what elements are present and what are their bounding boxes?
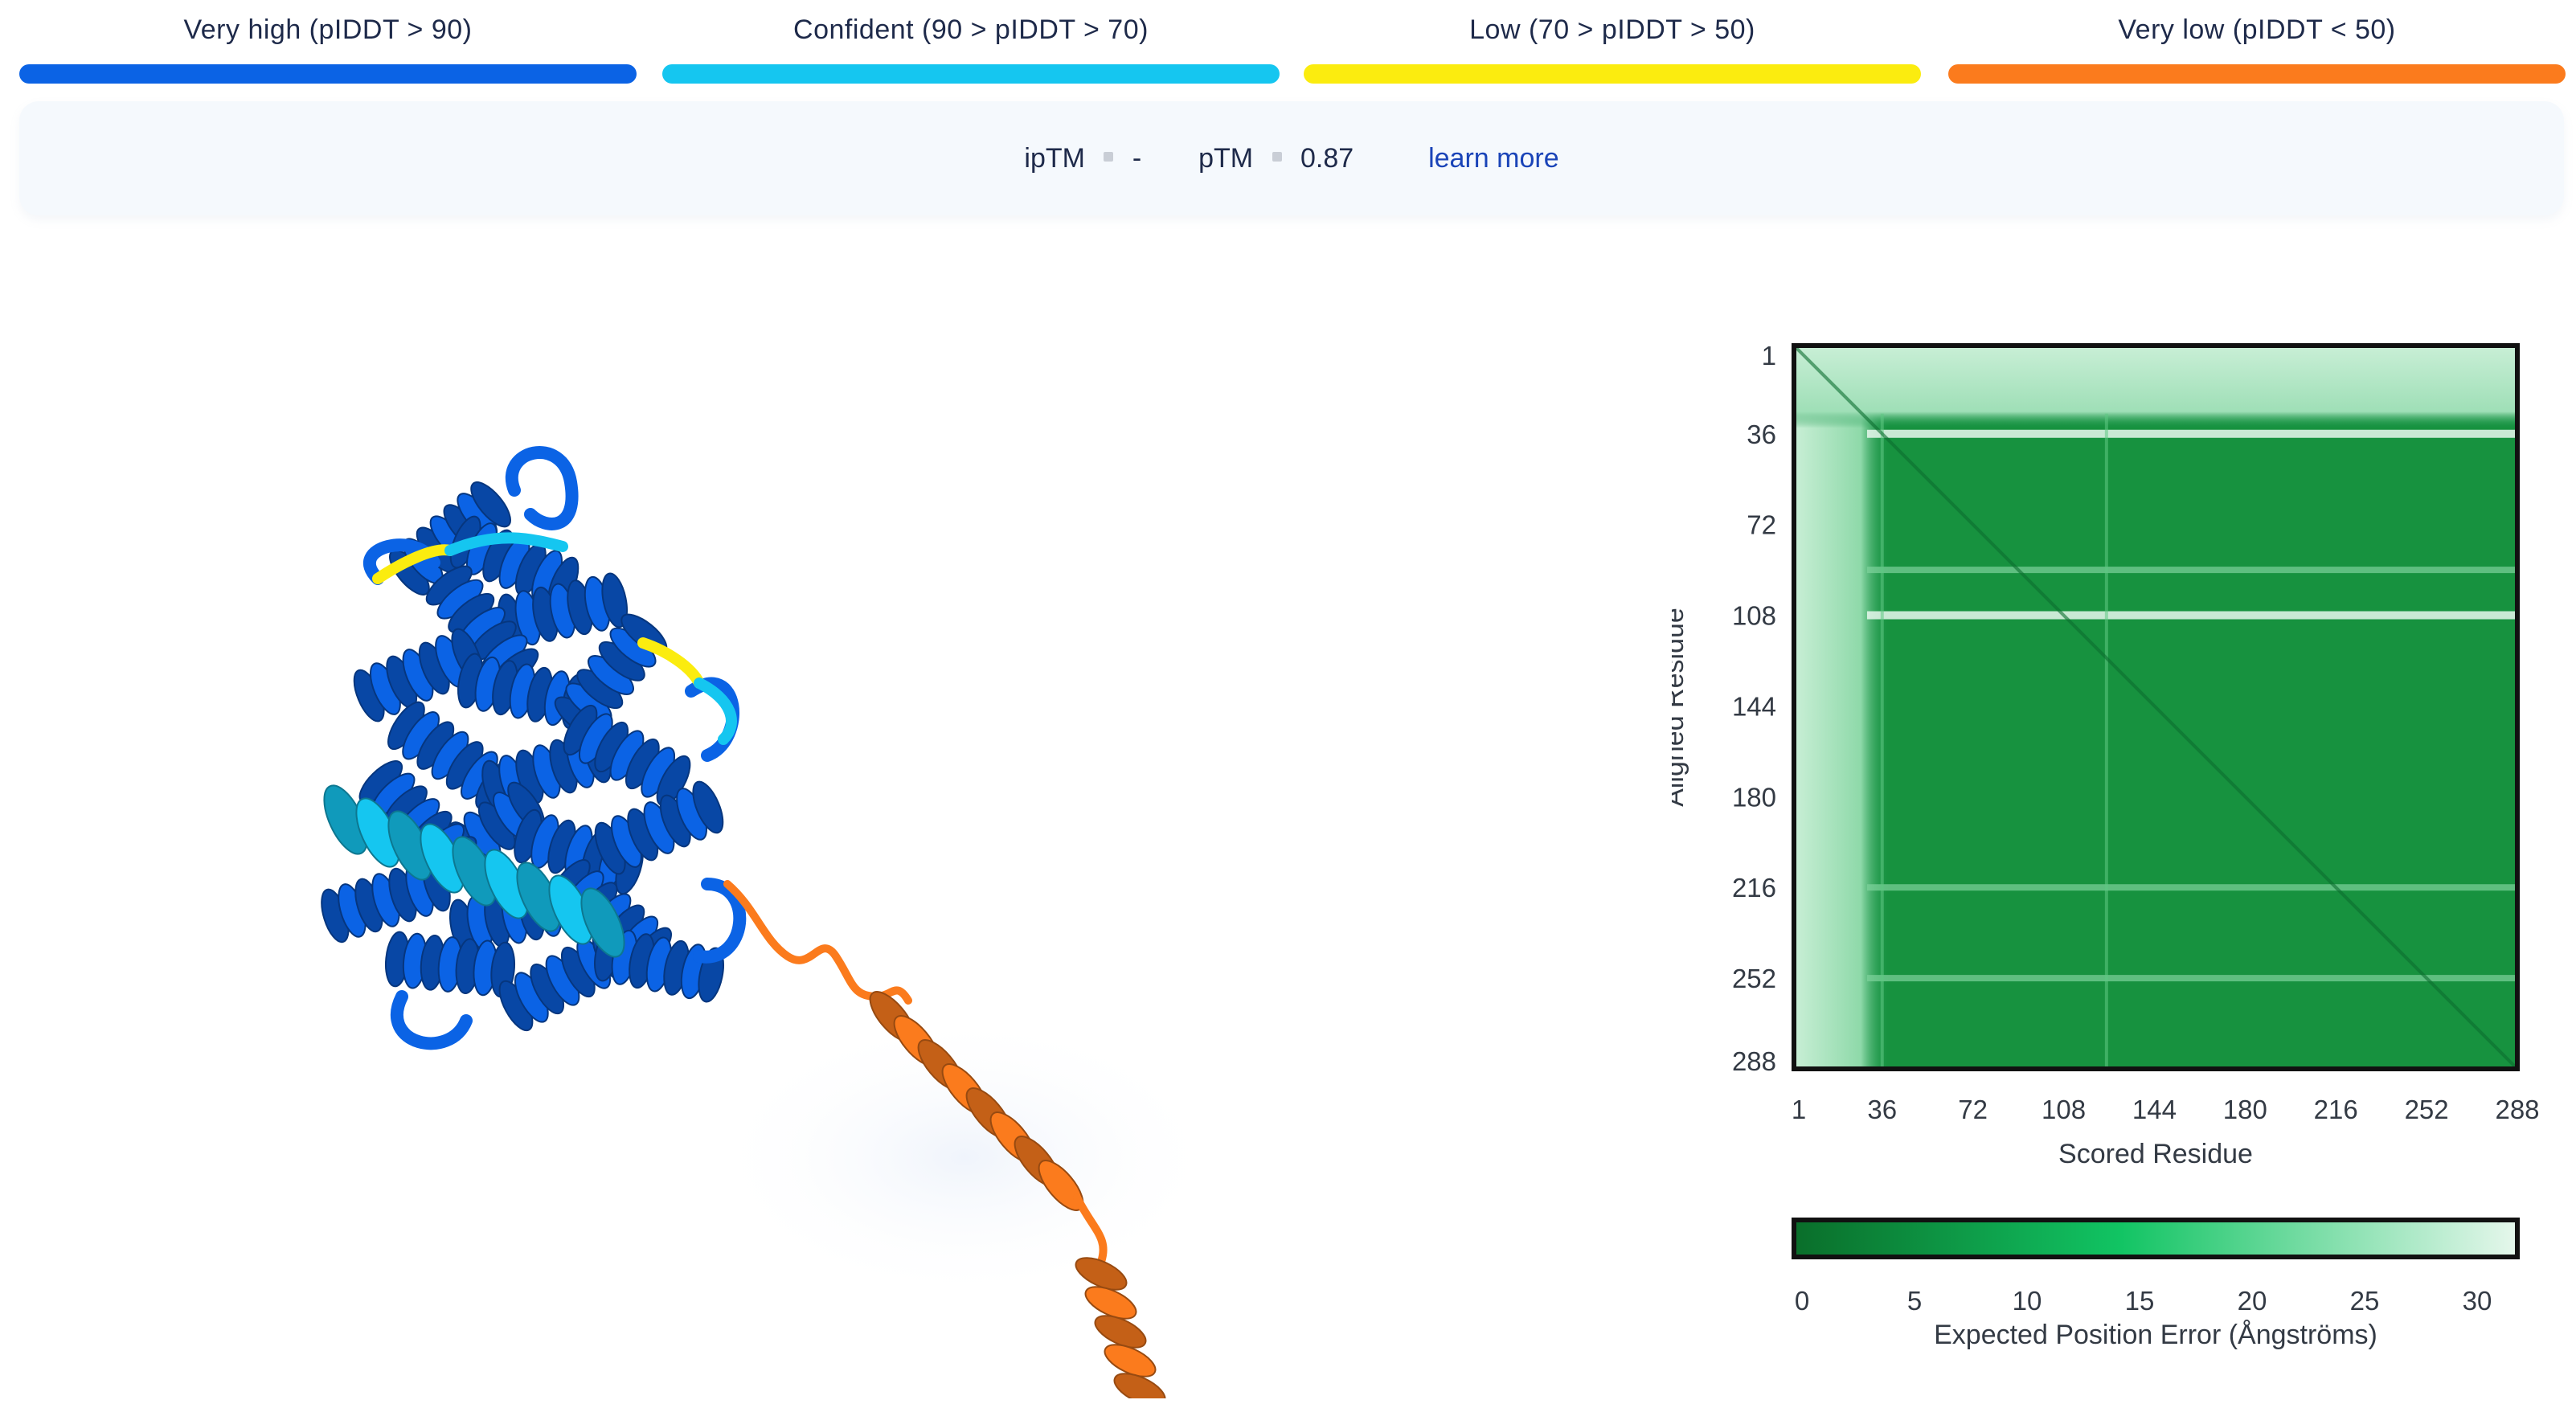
x-tick-label: 144 — [2132, 1095, 2177, 1124]
colorbar-tick-label: 20 — [2238, 1286, 2267, 1316]
legend-low-label: Low (70 > pIDDT > 50) — [1469, 14, 1755, 45]
iptm-label: ipTM — [1024, 142, 1085, 174]
helix-segment — [563, 704, 691, 807]
iptm-value: - — [1132, 142, 1142, 174]
y-tick-label: 252 — [1732, 964, 1776, 993]
learn-more-link[interactable]: learn more — [1428, 142, 1559, 174]
pae-heatmap — [1794, 346, 2517, 1069]
x-axis-ticks: 1 36 72 108 144 180 216 252 288 — [1792, 1095, 2540, 1124]
colorbar-tick-label: 30 — [2463, 1286, 2492, 1316]
heatmap-mid-row — [1866, 567, 2517, 574]
legend-very-high: Very high (pIDDT > 90) — [19, 0, 637, 88]
legend-very-low-label: Very low (pIDDT < 50) — [2118, 14, 2396, 45]
heatmap-col-streak — [1880, 413, 1884, 1069]
legend-very-low: Very low (pIDDT < 50) — [1948, 0, 2566, 88]
legend-very-high-label: Very high (pIDDT > 90) — [183, 14, 473, 45]
colorbar-tick-label: 0 — [1795, 1286, 1809, 1316]
heatmap-col-band — [1794, 346, 1890, 1069]
y-tick-label: 36 — [1747, 420, 1776, 449]
colorbar-ticks: 0 5 10 15 20 25 30 — [1795, 1286, 2492, 1316]
legend-confident-label: Confident (90 > pIDDT > 70) — [793, 14, 1149, 45]
x-tick-label: 216 — [2314, 1095, 2358, 1124]
legend-very-low-bar — [1948, 64, 2566, 84]
x-axis-title: Scored Residue — [2058, 1139, 2253, 1169]
protein-structure[interactable] — [0, 273, 1607, 1404]
helix-segment — [353, 628, 483, 722]
legend-low-bar — [1304, 64, 1921, 84]
legend-low: Low (70 > pIDDT > 50) — [1304, 0, 1921, 88]
legend-very-high-bar — [19, 64, 637, 84]
tail-coil — [1073, 1193, 1108, 1266]
tail-helix-turn — [1104, 1344, 1157, 1377]
ptm-label: pTM — [1198, 142, 1254, 174]
disordered-tail — [723, 880, 1176, 1404]
structure-viewer[interactable] — [0, 273, 1607, 1404]
legend-confident: Confident (90 > pIDDT > 70) — [662, 0, 1280, 88]
y-tick-label: 180 — [1732, 782, 1776, 812]
loop-segment — [505, 446, 579, 530]
confident-patch — [444, 532, 568, 556]
ptm-value: 0.87 — [1300, 142, 1354, 174]
metrics-panel: ipTM - pTM 0.87 learn more — [19, 101, 2564, 215]
y-axis-ticks: 1 36 72 108 144 180 216 252 288 — [1732, 341, 1776, 1076]
structured-domain — [321, 446, 747, 1050]
x-tick-label: 180 — [2223, 1095, 2267, 1124]
y-tick-label: 216 — [1732, 873, 1776, 903]
helix-turn — [580, 887, 625, 958]
helix-segment — [594, 780, 724, 875]
x-tick-label: 72 — [1958, 1095, 1988, 1124]
heatmap-mid-row — [1866, 975, 2517, 982]
colorbar-tick-label: 10 — [2013, 1286, 2042, 1316]
colorbar-tick-label: 5 — [1907, 1286, 1922, 1316]
heatmap-frame — [1792, 343, 2520, 1071]
tail-helix-turn — [1094, 1315, 1147, 1349]
colorbar — [1792, 1218, 2520, 1259]
metrics-line: ipTM - pTM 0.87 learn more — [19, 141, 2564, 174]
y-tick-label: 72 — [1747, 510, 1776, 540]
colorbar-tick-label: 25 — [2350, 1286, 2380, 1316]
legend-confident-bar — [662, 64, 1280, 84]
x-tick-label: 36 — [1867, 1095, 1897, 1124]
helix-segment — [425, 565, 539, 689]
plddt-legend: Very high (pIDDT > 90) Confident (90 > p… — [0, 0, 2576, 88]
heatmap-diagonal — [1794, 346, 2517, 1069]
x-tick-label: 1 — [1792, 1095, 1806, 1124]
pae-chart: 1 36 72 108 144 180 216 252 288 1 36 72 108 144 180 21… — [1659, 341, 2540, 1350]
y-tick-label: 108 — [1732, 601, 1776, 631]
x-tick-label: 252 — [2405, 1095, 2449, 1124]
equals-icon — [1104, 152, 1114, 162]
y-tick-label: 288 — [1732, 1046, 1776, 1076]
loop-segment — [390, 990, 473, 1050]
heatmap-bright-row — [1866, 611, 2517, 620]
tail-helix-turn — [1084, 1286, 1137, 1320]
y-tick-label: 1 — [1762, 341, 1776, 370]
colorbar-tick-label: 15 — [2125, 1286, 2155, 1316]
x-tick-label: 288 — [2495, 1095, 2539, 1124]
low-confidence-patch — [372, 544, 456, 584]
pae-plot: 1 36 72 108 144 180 216 252 288 1 36 72 108 144 180 21… — [1659, 338, 2556, 1398]
helix-segment — [498, 572, 628, 649]
heatmap-col-streak — [2104, 413, 2108, 1069]
heatmap-mid-row — [1866, 884, 2517, 891]
y-axis-title: Aligned Residue — [1672, 608, 1689, 807]
tail-coil — [723, 880, 912, 1005]
confident-patch — [694, 677, 737, 745]
colorbar-title: Expected Position Error (Ångströms) — [1934, 1320, 2377, 1350]
confident-helix — [323, 784, 625, 958]
tail-helix-turn — [1075, 1257, 1128, 1291]
x-tick-label: 108 — [2042, 1095, 2086, 1124]
loop-segment — [693, 878, 747, 964]
equals-icon — [1272, 152, 1282, 162]
y-tick-label: 144 — [1732, 691, 1776, 721]
heatmap-row-band — [1794, 346, 2517, 428]
heatmap-bright-row — [1866, 429, 2517, 438]
